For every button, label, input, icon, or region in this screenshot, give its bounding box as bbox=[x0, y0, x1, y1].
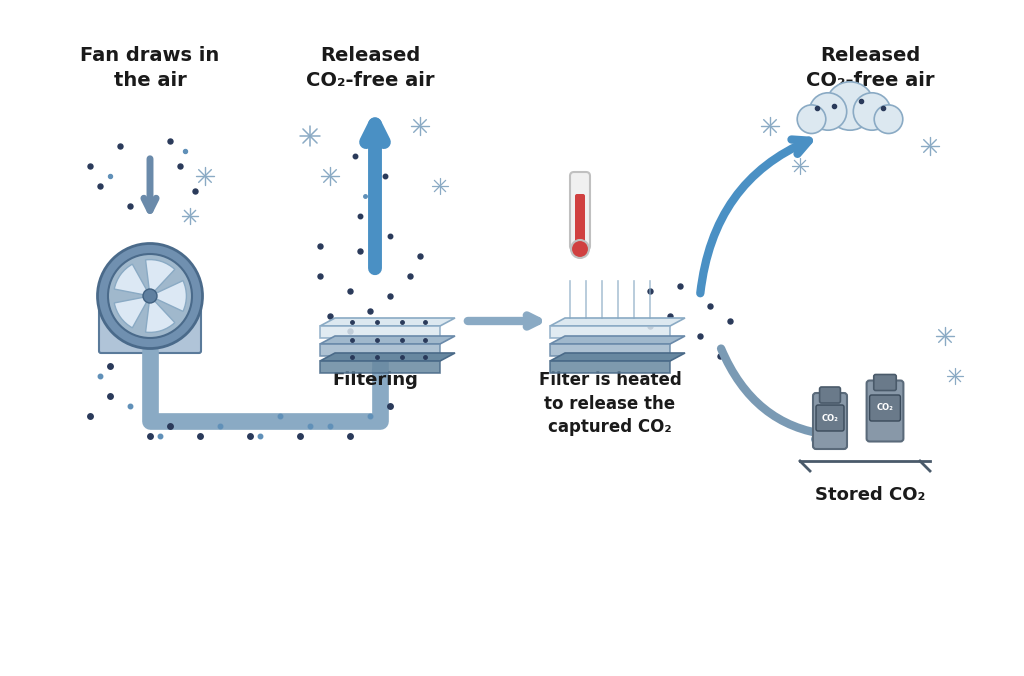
Polygon shape bbox=[550, 353, 685, 361]
Polygon shape bbox=[319, 361, 440, 373]
FancyArrowPatch shape bbox=[700, 139, 809, 293]
Circle shape bbox=[853, 93, 891, 130]
Wedge shape bbox=[115, 296, 150, 328]
Polygon shape bbox=[550, 336, 685, 344]
Polygon shape bbox=[550, 318, 685, 326]
Polygon shape bbox=[319, 336, 455, 344]
Polygon shape bbox=[550, 361, 670, 373]
Text: Filtering: Filtering bbox=[332, 371, 418, 389]
FancyBboxPatch shape bbox=[819, 387, 841, 403]
FancyBboxPatch shape bbox=[99, 299, 201, 353]
Polygon shape bbox=[319, 344, 440, 356]
Circle shape bbox=[809, 93, 847, 130]
FancyBboxPatch shape bbox=[869, 395, 900, 421]
Text: Released
CO₂-free air: Released CO₂-free air bbox=[306, 46, 434, 90]
Text: CO₂: CO₂ bbox=[821, 414, 839, 422]
Polygon shape bbox=[550, 326, 670, 338]
Circle shape bbox=[143, 289, 157, 303]
FancyBboxPatch shape bbox=[570, 172, 590, 250]
FancyBboxPatch shape bbox=[813, 393, 847, 449]
Text: Fan draws in
the air: Fan draws in the air bbox=[80, 46, 219, 90]
FancyBboxPatch shape bbox=[575, 194, 585, 248]
FancyBboxPatch shape bbox=[866, 381, 903, 441]
Text: CO₂: CO₂ bbox=[877, 404, 893, 412]
Text: Filter is heated
to release the
captured CO₂: Filter is heated to release the captured… bbox=[539, 371, 681, 436]
Polygon shape bbox=[319, 353, 455, 361]
Circle shape bbox=[571, 240, 589, 258]
Circle shape bbox=[798, 105, 825, 133]
Wedge shape bbox=[145, 296, 175, 333]
Circle shape bbox=[874, 105, 903, 133]
Polygon shape bbox=[550, 344, 670, 356]
FancyBboxPatch shape bbox=[816, 405, 844, 431]
Text: Released
CO₂-free air: Released CO₂-free air bbox=[806, 46, 934, 90]
Wedge shape bbox=[145, 260, 175, 296]
Wedge shape bbox=[150, 281, 186, 312]
Wedge shape bbox=[115, 264, 150, 296]
Text: Stored CO₂: Stored CO₂ bbox=[815, 486, 926, 504]
FancyBboxPatch shape bbox=[873, 375, 896, 391]
Polygon shape bbox=[319, 318, 455, 326]
Polygon shape bbox=[319, 326, 440, 338]
Circle shape bbox=[108, 254, 193, 338]
Circle shape bbox=[97, 243, 203, 349]
Circle shape bbox=[825, 82, 874, 130]
FancyArrowPatch shape bbox=[721, 349, 828, 439]
